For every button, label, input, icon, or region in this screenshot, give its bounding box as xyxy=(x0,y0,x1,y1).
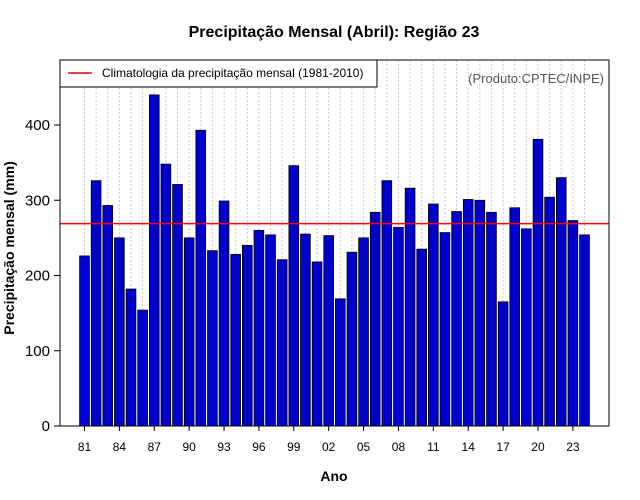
x-axis-title: Ano xyxy=(320,468,347,484)
bar-1985 xyxy=(125,288,137,427)
bar-1996 xyxy=(253,229,265,427)
bar-1982 xyxy=(90,180,102,427)
bar-2020 xyxy=(532,138,544,427)
bar-1993 xyxy=(218,200,230,427)
x-tick-label: 17 xyxy=(496,440,510,454)
bar-2006 xyxy=(369,211,381,427)
y-tick-label: 400 xyxy=(25,117,50,134)
bar-1997 xyxy=(265,234,276,427)
x-tick-label: 14 xyxy=(462,440,476,454)
bar-1991 xyxy=(195,129,207,427)
bar-2008 xyxy=(393,226,404,427)
bar-2024 xyxy=(579,234,590,427)
bar-2001 xyxy=(311,261,323,427)
bar-1994 xyxy=(230,254,241,427)
legend-label: Climatologia da precipitação mensal (198… xyxy=(102,66,363,80)
bar-1981 xyxy=(79,255,90,427)
bar-2015 xyxy=(474,199,486,427)
x-tick-label: 93 xyxy=(217,440,231,454)
bar-1987 xyxy=(148,94,160,427)
y-tick-label: 300 xyxy=(25,192,50,209)
x-axis: 81 84 87 90 93 96 99 02 05 08 11 14 17 20 23 xyxy=(78,426,580,454)
bar-2000 xyxy=(300,233,311,427)
x-tick-label: 81 xyxy=(78,440,92,454)
bar-2014 xyxy=(462,199,474,427)
bar-2021 xyxy=(544,196,555,427)
bar-2011 xyxy=(428,203,439,427)
x-tick-label: 08 xyxy=(392,440,406,454)
bar-1999 xyxy=(288,165,300,427)
x-tick-label: 84 xyxy=(113,440,127,454)
legend-box xyxy=(59,59,378,88)
y-tick-label: 0 xyxy=(42,418,50,435)
bar-1992 xyxy=(207,250,218,427)
x-tick-label: 02 xyxy=(322,440,336,454)
bar-2012 xyxy=(439,232,451,427)
y-tick-label: 100 xyxy=(25,343,50,360)
x-tick-label: 20 xyxy=(531,440,545,454)
bar-2002 xyxy=(323,235,334,427)
legend: Climatologia da precipitação mensal (198… xyxy=(59,59,378,88)
x-tick-label: 23 xyxy=(566,440,580,454)
x-tick-label: 90 xyxy=(182,440,196,454)
x-tick-label: 99 xyxy=(287,440,301,454)
bar-2007 xyxy=(381,180,393,427)
bar-1998 xyxy=(276,259,288,427)
bar-2023 xyxy=(567,220,579,427)
bar-2013 xyxy=(451,211,462,427)
bar-1989 xyxy=(172,184,183,427)
bar-1986 xyxy=(137,309,148,427)
bar-2003 xyxy=(335,298,346,427)
x-tick-label: 96 xyxy=(252,440,266,454)
bar-1995 xyxy=(242,244,253,427)
x-tick-label: 11 xyxy=(427,440,440,454)
bars xyxy=(79,94,590,427)
y-axis: 0 100 200 300 400 xyxy=(25,117,60,435)
bar-2004 xyxy=(346,251,358,427)
bar-2022 xyxy=(555,177,567,427)
chart-title: Precipitação Mensal (Abril): Região 23 xyxy=(189,24,480,41)
y-tick-label: 200 xyxy=(25,268,50,285)
bar-2005 xyxy=(358,237,369,427)
bar-1983 xyxy=(102,205,114,427)
x-tick-label: 87 xyxy=(148,440,162,454)
y-axis-title: Precipitação mensal (mm) xyxy=(1,161,17,335)
bar-1990 xyxy=(183,237,195,427)
bar-1984 xyxy=(114,237,125,427)
bar-2017 xyxy=(497,301,509,427)
bar-2019 xyxy=(521,228,532,427)
credit-text: (Produto:CPTEC/INPE) xyxy=(468,71,604,86)
x-tick-label: 05 xyxy=(357,440,371,454)
bar-1988 xyxy=(160,163,172,427)
bar-2018 xyxy=(509,207,521,427)
bar-2016 xyxy=(486,211,497,427)
bar-2010 xyxy=(416,248,427,427)
